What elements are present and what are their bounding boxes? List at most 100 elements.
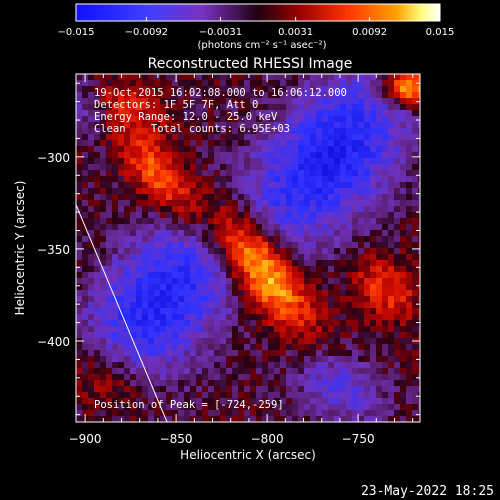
heatmap-cell (334, 140, 340, 146)
heatmap-cell (334, 188, 340, 194)
heatmap-cell (334, 218, 340, 224)
heatmap-cell (316, 152, 322, 158)
heatmap-cell (232, 212, 238, 218)
heatmap-cell (322, 128, 328, 134)
heatmap-cell (352, 254, 358, 260)
heatmap-cell (406, 158, 412, 164)
heatmap-cell (304, 326, 310, 332)
heatmap (76, 74, 420, 422)
heatmap-cell (214, 398, 220, 404)
heatmap-cell (418, 350, 420, 356)
heatmap-cell (400, 302, 406, 308)
heatmap-cell (76, 128, 82, 134)
heatmap-cell (340, 344, 346, 350)
heatmap-cell (172, 80, 178, 86)
heatmap-cell (214, 308, 220, 314)
heatmap-cell (382, 404, 388, 410)
heatmap-cell (214, 134, 220, 140)
heatmap-cell (94, 242, 100, 248)
heatmap-cell (316, 164, 322, 170)
heatmap-cell (280, 248, 286, 254)
heatmap-cell (124, 206, 130, 212)
colorbar-ticks (75, 17, 441, 21)
heatmap-cell (124, 272, 130, 278)
heatmap-cell (322, 152, 328, 158)
heatmap-cell (184, 404, 190, 410)
heatmap-cell (154, 74, 160, 80)
heatmap-cell (100, 164, 106, 170)
heatmap-cell (346, 260, 352, 266)
heatmap-cell (124, 140, 130, 146)
heatmap-cell (196, 176, 202, 182)
heatmap-cell (340, 74, 346, 80)
heatmap-cell (292, 110, 298, 116)
heatmap-cell (298, 350, 304, 356)
heatmap-cell (388, 302, 394, 308)
heatmap-cell (166, 416, 172, 422)
heatmap-cell (412, 398, 418, 404)
heatmap-cell (196, 86, 202, 92)
heatmap-cell (88, 212, 94, 218)
heatmap-cell (412, 92, 418, 98)
heatmap-cell (388, 98, 394, 104)
heatmap-cell (250, 242, 256, 248)
heatmap-cell (106, 224, 112, 230)
heatmap-cell (418, 194, 420, 200)
heatmap-cell (286, 290, 292, 296)
heatmap-cell (232, 332, 238, 338)
heatmap-cell (358, 302, 364, 308)
heatmap-cell (322, 248, 328, 254)
heatmap-cell (190, 248, 196, 254)
heatmap-cell (232, 278, 238, 284)
heatmap-cell (250, 98, 256, 104)
heatmap-cell (394, 332, 400, 338)
heatmap-cell (400, 290, 406, 296)
heatmap-cell (196, 164, 202, 170)
heatmap-cell (292, 170, 298, 176)
heatmap-cell (226, 110, 232, 116)
heatmap-cell (310, 290, 316, 296)
heatmap-cell (88, 128, 94, 134)
heatmap-cell (256, 416, 262, 422)
heatmap-cell (406, 374, 412, 380)
heatmap-cell (262, 290, 268, 296)
heatmap-cell (202, 326, 208, 332)
heatmap-cell (94, 122, 100, 128)
heatmap-cell (328, 176, 334, 182)
heatmap-cell (184, 284, 190, 290)
x-tick-label: −850 (160, 432, 193, 446)
heatmap-cell (364, 326, 370, 332)
heatmap-cell (238, 326, 244, 332)
heatmap-cell (172, 344, 178, 350)
heatmap-cell (364, 320, 370, 326)
heatmap-cell (316, 302, 322, 308)
heatmap-cell (334, 98, 340, 104)
heatmap-cell (172, 338, 178, 344)
heatmap-cell (76, 290, 82, 296)
heatmap-cell (196, 368, 202, 374)
heatmap-cell (94, 110, 100, 116)
heatmap-cell (238, 248, 244, 254)
heatmap-cell (100, 236, 106, 242)
heatmap-cell (256, 116, 262, 122)
heatmap-cell (298, 362, 304, 368)
heatmap-cell (334, 362, 340, 368)
heatmap-cell (220, 308, 226, 314)
heatmap-cell (220, 194, 226, 200)
heatmap-cell (280, 74, 286, 80)
heatmap-cell (202, 374, 208, 380)
heatmap-cell (190, 320, 196, 326)
heatmap-cell (310, 236, 316, 242)
heatmap-cell (256, 296, 262, 302)
heatmap-cell (310, 410, 316, 416)
heatmap-cell (184, 116, 190, 122)
heatmap-cell (184, 386, 190, 392)
heatmap-cell (82, 338, 88, 344)
heatmap-cell (88, 296, 94, 302)
heatmap-cell (352, 302, 358, 308)
heatmap-cell (388, 224, 394, 230)
heatmap-cell (124, 92, 130, 98)
heatmap-cell (274, 170, 280, 176)
heatmap-cell (160, 332, 166, 338)
heatmap-cell (352, 104, 358, 110)
